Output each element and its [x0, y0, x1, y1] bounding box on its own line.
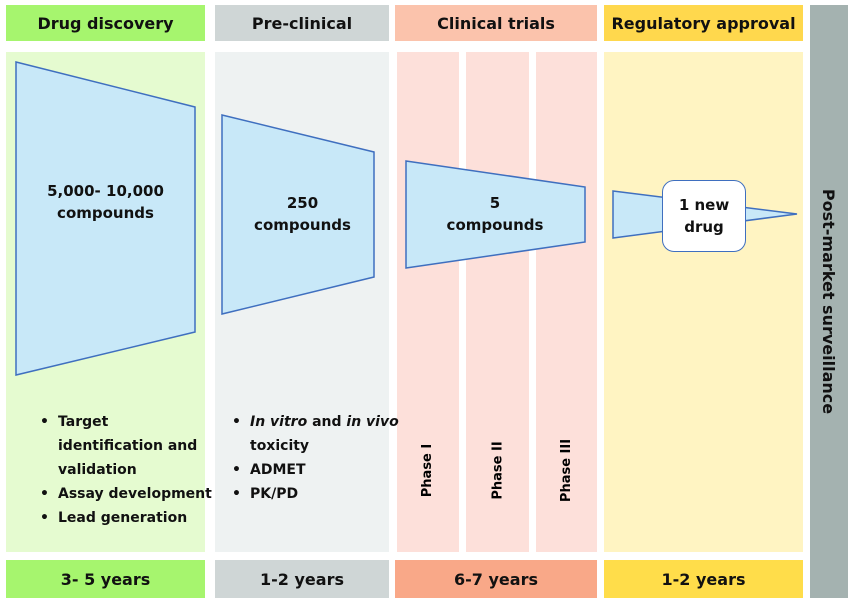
header-clinical-trials: Clinical trials — [395, 5, 597, 41]
compounds-preclinical: 250 compounds — [254, 194, 351, 234]
body-phase-1 — [397, 52, 459, 552]
text: toxicity — [250, 438, 310, 454]
new-drug-label: 1 new drug — [678, 196, 730, 236]
header-label: Regulatory approval — [611, 13, 796, 33]
duration-pre-clinical: 1-2 years — [215, 560, 389, 598]
phase-1-label: Phase I — [413, 400, 443, 540]
funnel-preclinical — [221, 114, 375, 315]
body-phase-3 — [536, 52, 597, 552]
duration-label: 3- 5 years — [60, 569, 151, 589]
list-item: In vitro and in vivo toxicity — [232, 410, 400, 458]
discovery-steps: Target identification and validation Ass… — [40, 410, 218, 530]
compounds-discovery: 5,000- 10,000 compounds — [47, 182, 164, 222]
duration-label: 1-2 years — [260, 569, 344, 589]
list-item: Lead generation — [40, 506, 218, 530]
header-regulatory-approval: Regulatory approval — [604, 5, 803, 41]
header-label: Pre-clinical — [251, 13, 353, 33]
funnel-discovery — [15, 61, 196, 376]
text: in vivo — [346, 414, 399, 430]
phase-text: Phase III — [559, 438, 575, 502]
post-market-surveillance: Post-market surveillance — [810, 5, 848, 598]
new-drug-box: 1 new drug — [662, 180, 746, 252]
list-item: Assay development — [40, 482, 218, 506]
header-label: Drug discovery — [37, 13, 174, 33]
header-label: Clinical trials — [437, 13, 555, 33]
header-drug-discovery: Drug discovery — [6, 5, 205, 41]
phase-2-label: Phase II — [483, 400, 513, 540]
list-item: Target identification and validation — [40, 410, 218, 482]
list-item: ADMET — [232, 458, 400, 482]
phase-text: Phase II — [490, 440, 506, 500]
post-market-label: Post-market surveillance — [819, 188, 839, 415]
body-phase-2 — [466, 52, 529, 552]
body-regulatory — [604, 52, 803, 552]
duration-drug-discovery: 3- 5 years — [6, 560, 205, 598]
duration-label: 1-2 years — [661, 569, 746, 589]
funnel-clinical — [405, 160, 586, 269]
header-pre-clinical: Pre-clinical — [215, 5, 389, 41]
list-item: PK/PD — [232, 482, 400, 506]
phase-3-label: Phase III — [552, 400, 582, 540]
preclinical-steps: In vitro and in vivo toxicity ADMET PK/P… — [232, 410, 400, 506]
phase-text: Phase I — [420, 443, 436, 497]
text: and — [307, 414, 347, 430]
compounds-clinical: 5 compounds — [446, 194, 544, 234]
text: In vitro — [250, 414, 308, 430]
duration-regulatory: 1-2 years — [604, 560, 803, 598]
duration-clinical: 6-7 years — [395, 560, 597, 598]
duration-label: 6-7 years — [454, 569, 538, 589]
